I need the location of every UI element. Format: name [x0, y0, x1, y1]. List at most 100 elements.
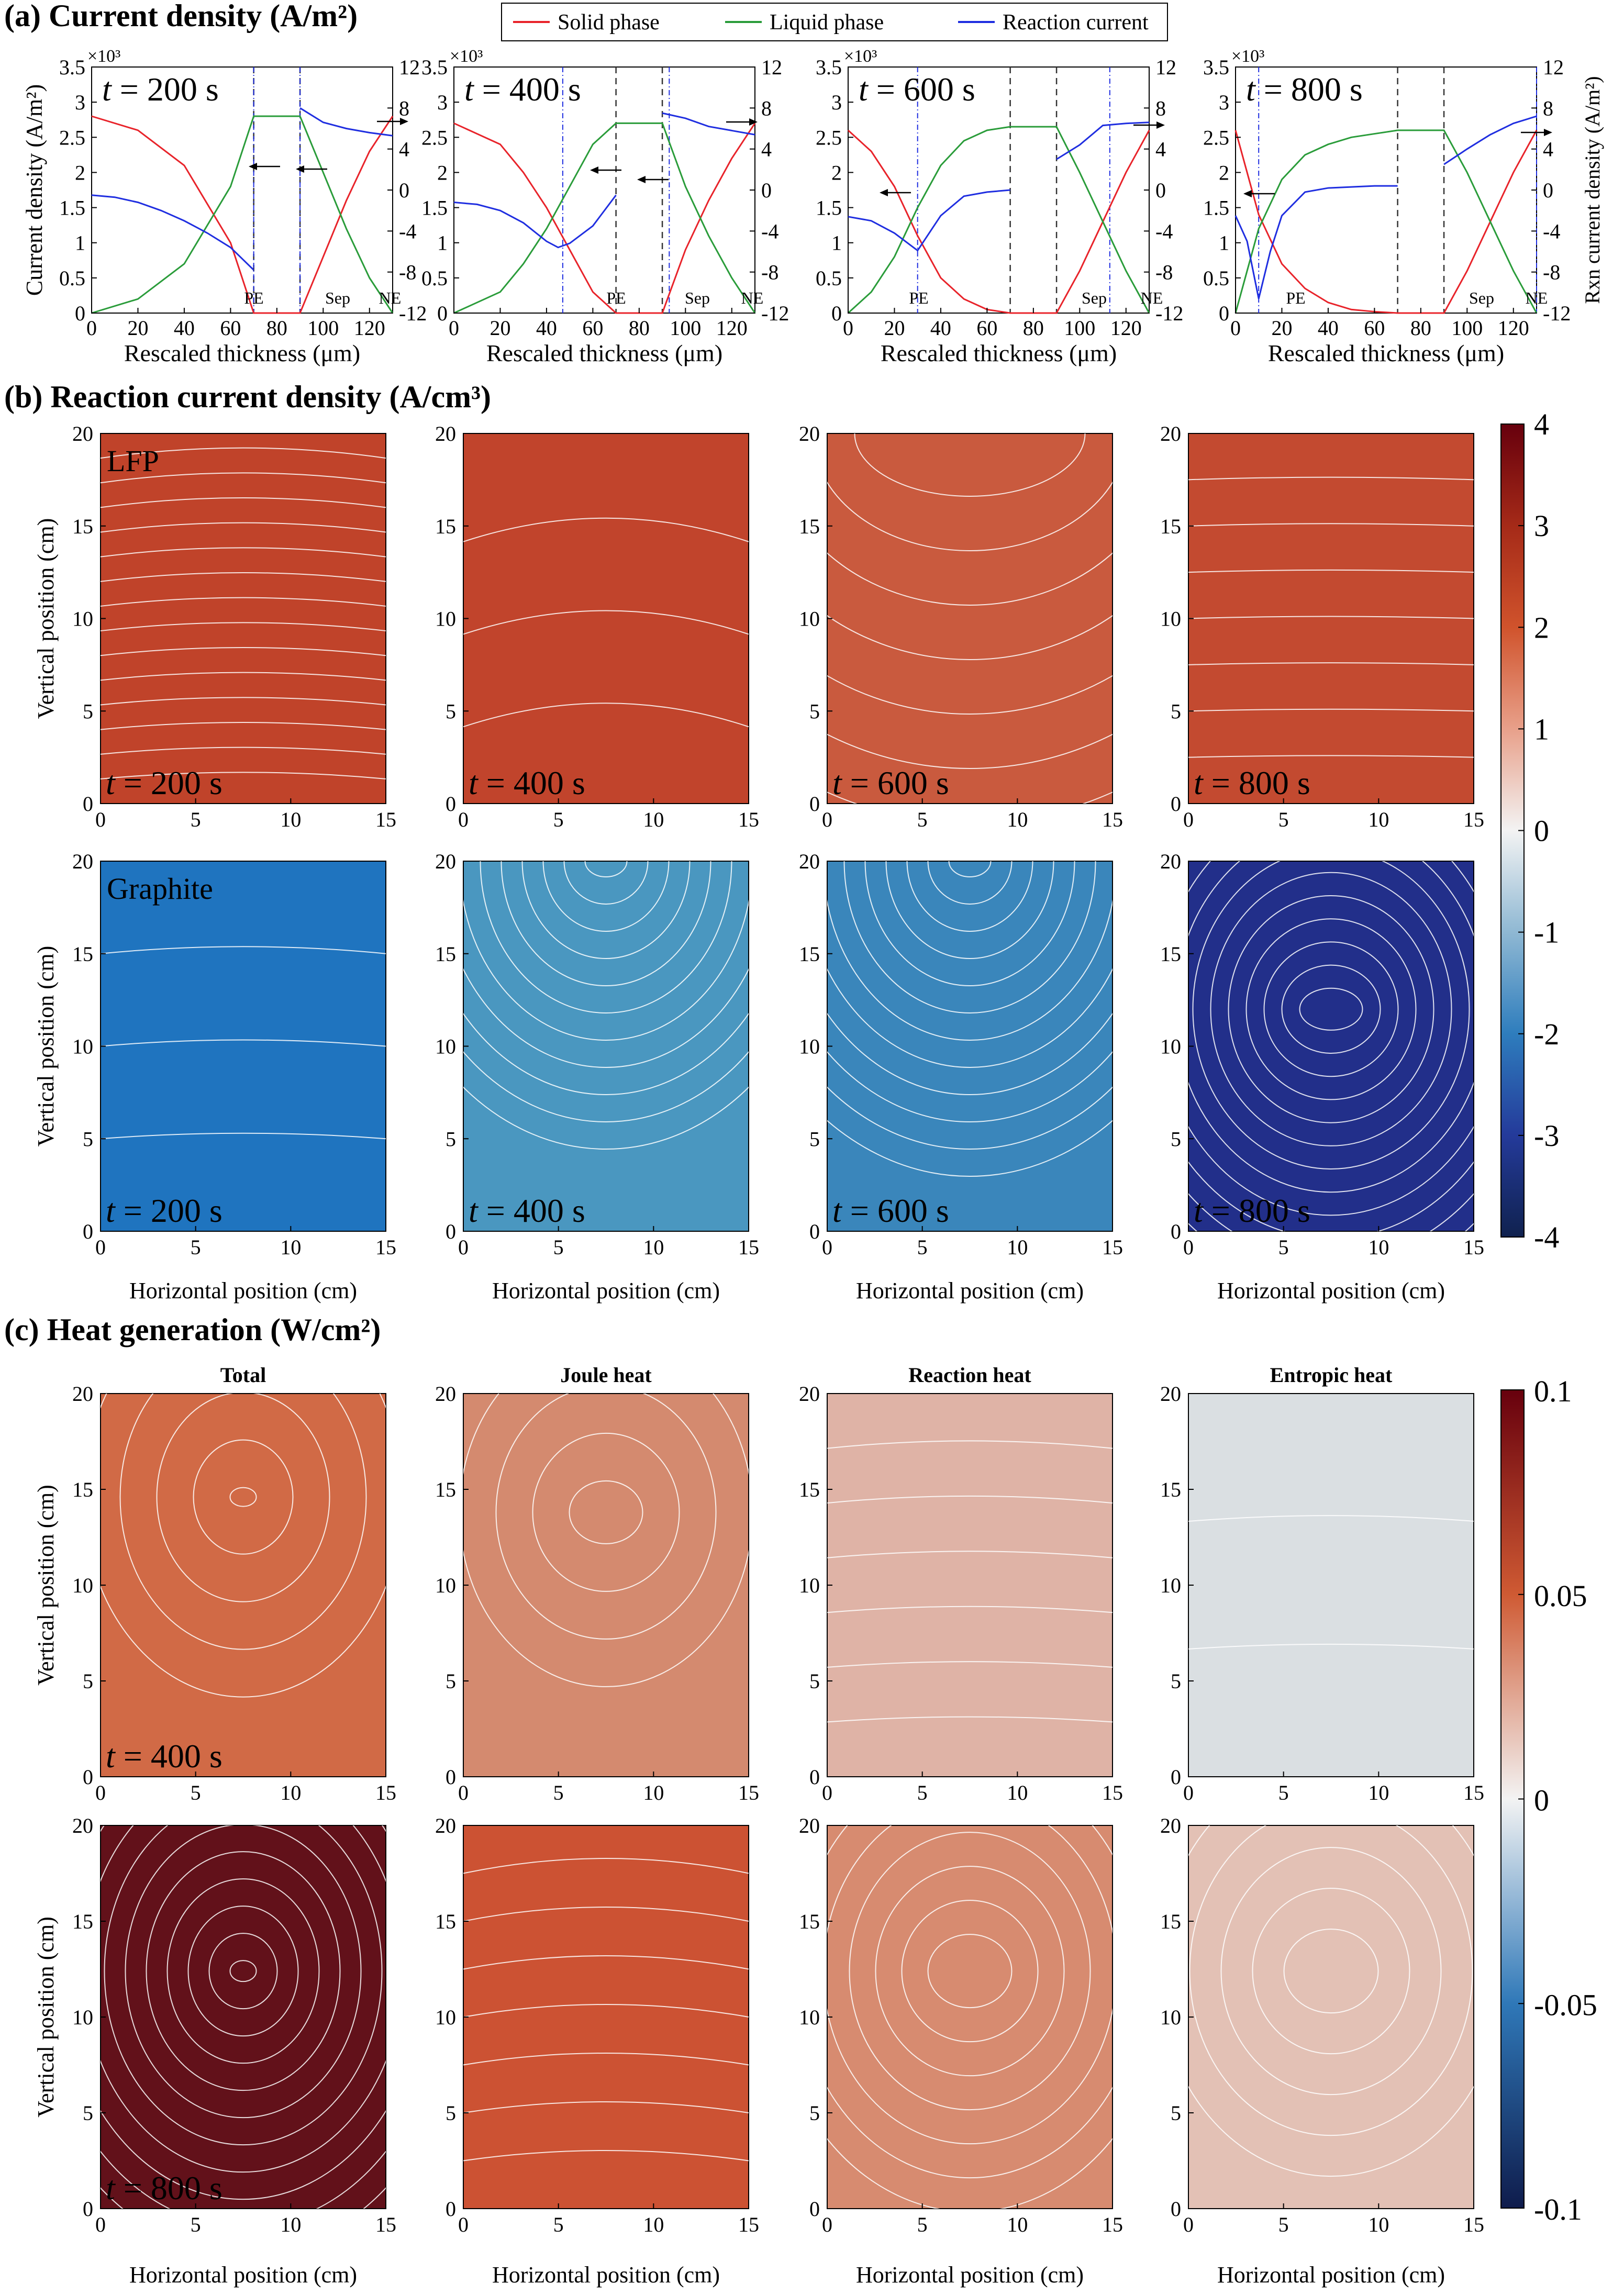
contour-line: [104, 1825, 383, 2146]
x-tick-label: 5: [553, 1235, 564, 1259]
heatmap-field: [100, 1825, 386, 2209]
contour-line: [100, 572, 386, 582]
x-tick-label: 60: [1364, 316, 1385, 340]
x-tick-label: 10: [280, 808, 301, 831]
contour-line: [100, 946, 386, 954]
time-label-2: t = 400 s: [464, 71, 581, 108]
y-axis-label-left: Current density (A/m²): [21, 84, 47, 296]
x-tick-label: 15: [738, 808, 759, 831]
contour-line: [827, 1551, 1113, 1558]
x-tick-label: 10: [1007, 1235, 1028, 1259]
exponent-label: ×10³: [450, 47, 483, 66]
colorbar-tick-label: 0: [1534, 814, 1549, 848]
y-tick-label: 1: [831, 231, 842, 255]
line-chart-2: 0 20 40 60 80 100 120 0 0.5 1 1.5 2 2.5 3 3.5 -12 -8 -4 0 4…: [421, 47, 789, 366]
y-tick-label: 20: [1160, 850, 1181, 873]
axis-arrow-head-0: [880, 189, 888, 196]
axis-arrow-head-1: [637, 176, 646, 183]
contour-line: [463, 2150, 749, 2162]
y-tick-label: 15: [435, 1910, 456, 1933]
y-tick-label: 5: [1171, 2101, 1181, 2125]
contour-line: [463, 2004, 749, 2018]
x-tick-label: 10: [1368, 808, 1389, 831]
y-tick-label: 2: [1219, 161, 1229, 184]
y2-tick-label: -12: [1155, 302, 1183, 325]
y-tick-label: 5: [446, 1669, 456, 1693]
colorbar-tick-label: 2: [1534, 610, 1549, 644]
heatmap-b-1-2: 0 5 10 15 0 5 10 15 20: [435, 422, 759, 831]
region-label-pe: PE: [1286, 288, 1305, 307]
x-tick-label: 10: [280, 1781, 301, 1804]
contour-line: [100, 772, 386, 779]
x-tick-label: 0: [1183, 2213, 1194, 2236]
y2-tick-label: -8: [1543, 261, 1560, 284]
contour-group: [827, 433, 1113, 804]
time-label: t = 400 s: [469, 1192, 585, 1229]
x-axis-label: Horizontal position (cm): [129, 2262, 357, 2288]
contour-line: [584, 861, 628, 877]
y-tick-label: 20: [799, 1382, 820, 1406]
x-tick-label: 0: [843, 316, 853, 340]
x-tick-label: 5: [1278, 1235, 1289, 1259]
time-label-4: t = 800 s: [1246, 71, 1363, 108]
colorbar-tick-label: 1: [1534, 712, 1549, 746]
series-reaction-current-0: [453, 194, 617, 249]
contour-group: [827, 1825, 1113, 2209]
axis-arrow-head-0: [1243, 190, 1252, 197]
y-tick-label: 20: [72, 1814, 93, 1837]
y-tick-label: 5: [446, 1127, 456, 1151]
series-liquid-phase: [1234, 129, 1538, 314]
x-tick-label: 80: [629, 316, 650, 340]
contour-line: [100, 472, 386, 484]
colorbar-tick-label: -0.1: [1534, 2192, 1582, 2226]
x-tick-label: 0: [458, 1781, 469, 1804]
heatmap-field: [100, 433, 386, 804]
y-tick-label: 5: [1171, 1127, 1181, 1151]
x-tick-label: 0: [95, 1235, 106, 1259]
contour-line: [1245, 918, 1417, 1100]
colorbar-tick-label: -3: [1534, 1119, 1559, 1153]
y2-tick-label: 4: [761, 138, 772, 161]
contour-line: [101, 1394, 386, 1698]
y-axis-label-right: Rxn current density (A/m²): [1581, 76, 1604, 304]
contour-line: [885, 861, 1054, 959]
column-title-3: Entropic heat: [1270, 1363, 1393, 1387]
x-tick-label: 15: [375, 1781, 396, 1804]
contour-line: [827, 615, 1113, 660]
y-tick-label: 20: [72, 850, 93, 873]
contour-line: [100, 522, 386, 533]
x-tick-label: 0: [822, 1235, 832, 1259]
colorbar-tick-label: 3: [1534, 509, 1549, 543]
region-label-sep: Sep: [685, 288, 710, 307]
series-reaction-current-0: [91, 194, 254, 271]
y-tick-label: 0: [809, 1765, 820, 1789]
y-tick-label: 2.5: [59, 126, 85, 149]
y-tick-label: 3: [437, 91, 448, 114]
panel-a-title: (a) Current density (A/m²): [4, 0, 358, 33]
y-tick-label: 0: [1171, 1220, 1181, 1243]
y-tick-label: 5: [809, 1669, 820, 1693]
y-tick-label: 3: [75, 91, 85, 114]
contour-line: [100, 1132, 386, 1140]
x-tick-label: 15: [375, 808, 396, 831]
y2-tick-label: -4: [399, 219, 416, 243]
y-tick-label: 5: [446, 2101, 456, 2125]
region-label-pe: PE: [606, 288, 626, 307]
x-tick-label: 40: [930, 316, 951, 340]
region-label-sep: Sep: [1082, 288, 1107, 307]
contour-line: [100, 622, 386, 632]
x-tick-label: 20: [884, 316, 905, 340]
contour-line: [1188, 616, 1474, 619]
y-tick-label: 10: [799, 607, 820, 631]
exponent-label: ×10³: [1231, 47, 1264, 66]
contour-line: [193, 1439, 294, 1555]
y-tick-label: 15: [799, 942, 820, 966]
y-tick-label: 0.5: [421, 266, 448, 290]
x-tick-label: 80: [1410, 316, 1431, 340]
y-tick-label: 20: [72, 1382, 93, 1406]
contour-line: [827, 1495, 1113, 1504]
y-tick-label: 0: [831, 302, 842, 325]
y-tick-label: 3: [831, 91, 842, 114]
series-reaction-current-1: [299, 107, 393, 137]
x-tick-label: 100: [1064, 316, 1095, 340]
